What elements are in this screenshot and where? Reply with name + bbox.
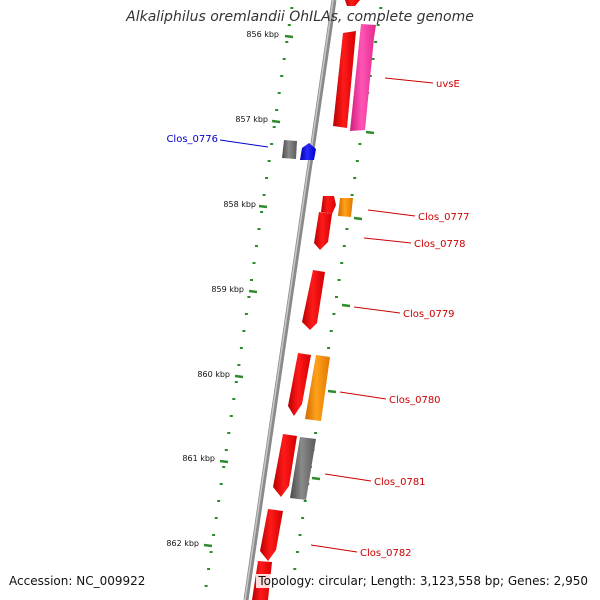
label-clos-0776[interactable]: Clos_0776 [166, 134, 218, 145]
features [252, 0, 376, 600]
cds-red-0781 [273, 434, 297, 497]
cds-clos-0776 [300, 143, 316, 160]
tick-857 [271, 119, 281, 124]
leader-clos-0776 [219, 139, 269, 148]
major-ticks: 856 kbp 857 kbp 858 kbp 859 kbp 860 kbp … [166, 30, 294, 548]
minor-ticks-left [204, 7, 294, 587]
leader-clos-0782 [310, 544, 358, 553]
leader-clos-0781 [324, 473, 372, 482]
cds-clos-0781 [290, 437, 316, 500]
tick-860 [234, 374, 244, 379]
cds-partial-top [345, 0, 360, 6]
topology-text: Topology: circular; Length: 3,123,558 bp… [256, 574, 590, 588]
cds-red-0780 [288, 353, 311, 416]
tick-862 [203, 543, 213, 548]
backbone-highlight [244, 0, 334, 600]
label-clos-0780[interactable]: Clos_0780 [389, 395, 441, 406]
cds-clos-0779 [302, 270, 325, 330]
accession-text: Accession: NC_009922 [9, 574, 146, 588]
right-tick [341, 303, 351, 308]
label-clos-0782[interactable]: Clos_0782 [360, 548, 412, 559]
tick-label-856: 856 kbp [246, 30, 279, 39]
cds-red-0777a [321, 196, 336, 214]
label-clos-0781[interactable]: Clos_0781 [374, 477, 426, 488]
label-leaders [219, 77, 434, 553]
right-tick [327, 389, 337, 394]
label-clos-0778[interactable]: Clos_0778 [414, 239, 466, 250]
right-tick [311, 476, 321, 481]
leader-clos-0778 [363, 237, 412, 244]
tick-label-862: 862 kbp [166, 539, 199, 548]
label-clos-0777[interactable]: Clos_0777 [418, 212, 470, 223]
tick-label-859: 859 kbp [211, 285, 244, 294]
label-clos-0779[interactable]: Clos_0779 [403, 309, 455, 320]
leader-clos-0777 [367, 209, 416, 217]
tick-label-858: 858 kbp [223, 200, 256, 209]
tick-859 [248, 289, 258, 294]
map-title: Alkaliphilus oremlandii OhILAs, complete… [126, 9, 474, 25]
tick-858 [258, 204, 268, 209]
leader-clos-0779 [353, 306, 401, 314]
right-ticks [311, 130, 375, 481]
cds-red-856 [333, 31, 356, 128]
right-tick [365, 130, 375, 135]
cds-clos-0780 [305, 355, 330, 421]
leader-uvsE [384, 77, 434, 84]
cds-clos-0777 [338, 198, 353, 217]
backbone-line [243, 0, 337, 600]
gene-labels: uvsE Clos_0776 Clos_0777 Clos_0778 Clos_… [166, 79, 469, 559]
right-tick [353, 216, 363, 221]
tick-label-861: 861 kbp [182, 454, 215, 463]
cds-gray-0776 [282, 140, 297, 159]
label-uvsE[interactable]: uvsE [436, 79, 460, 90]
tick-label-860: 860 kbp [197, 370, 230, 379]
cds-uvsE [350, 24, 376, 131]
cds-clos-0778 [314, 212, 332, 250]
tick-861 [219, 459, 229, 464]
tick-label-857: 857 kbp [235, 115, 268, 124]
tick-856 [284, 34, 294, 39]
leader-clos-0780 [339, 391, 387, 400]
cds-clos-0782 [260, 509, 283, 561]
